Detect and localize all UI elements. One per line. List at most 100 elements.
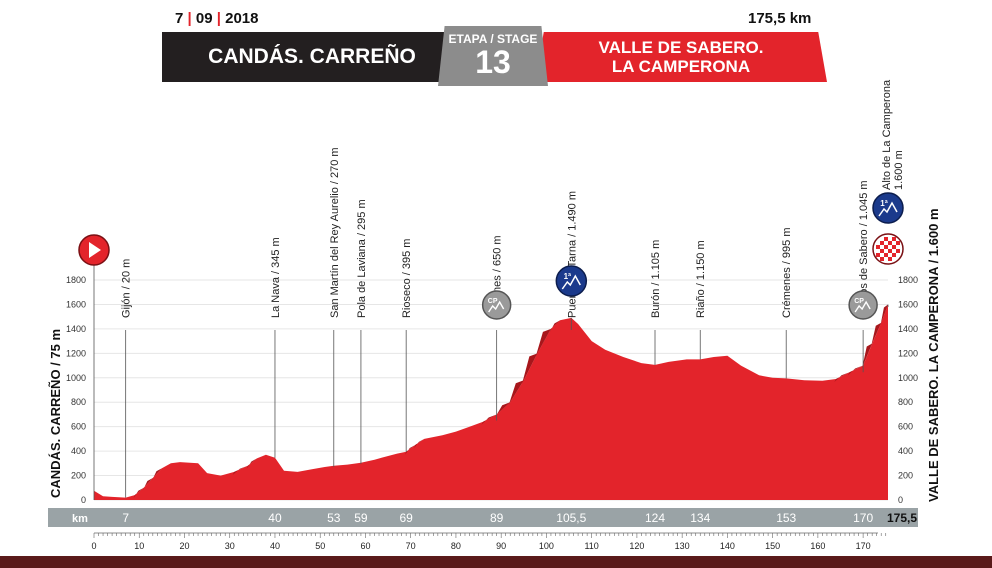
sprint-marker-circle — [848, 290, 878, 320]
checker-cell — [876, 253, 880, 257]
footer-bar — [0, 556, 992, 568]
km-bar-waypoint-km: 175,5 — [887, 511, 917, 525]
stage-number: 13 — [475, 44, 511, 80]
y-tick-label-right: 1200 — [898, 348, 918, 358]
y-tick-label-right: 1000 — [898, 373, 918, 383]
checker-cell — [876, 245, 880, 249]
play-icon — [89, 242, 101, 258]
km-bar-waypoint-km: 124 — [645, 511, 665, 525]
climb-category-text: 1ª — [564, 272, 571, 281]
climb-shading — [871, 322, 882, 347]
x-tick-label: 0 — [91, 541, 96, 551]
x-tick-label: 130 — [675, 541, 690, 551]
y-tick-label-left: 1800 — [66, 275, 86, 285]
climb-shading — [508, 380, 524, 406]
x-tick-label: 40 — [270, 541, 280, 551]
x-tick-label: 80 — [451, 541, 461, 551]
y-tick-label-left: 400 — [71, 446, 86, 456]
checker-cell — [880, 249, 884, 253]
checker-cell — [888, 241, 892, 245]
km-bar — [48, 508, 918, 527]
start-town: CANDÁS. CARREÑO — [208, 45, 416, 68]
x-tick-label: 120 — [629, 541, 644, 551]
x-tick-label: 20 — [179, 541, 189, 551]
climb-shading — [535, 328, 551, 357]
finish-flag-icon — [872, 233, 904, 265]
y-tick-label-left: 1000 — [66, 373, 86, 383]
climb-category-icon: 1ª — [872, 192, 904, 224]
y-tick-label-right: 800 — [898, 397, 913, 407]
waypoint-label: Rioseco / 395 m — [401, 239, 413, 318]
sprint-mountain-glyph — [854, 300, 871, 313]
climb-marker-circle — [872, 192, 904, 224]
checker-cell — [888, 249, 892, 253]
y-tick-label-right: 600 — [898, 422, 913, 432]
elevation-profile-area — [94, 304, 888, 500]
km-bar-waypoint-km: 105,5 — [556, 511, 586, 525]
finish-town-banner: VALLE DE SABERO. LA CAMPERONA — [535, 32, 827, 82]
stage-date: 7 | 09 | 2018 — [175, 10, 259, 27]
km-bar-waypoint-km: 170 — [853, 511, 873, 525]
km-bar-waypoint-km: 7 — [122, 511, 129, 525]
finish-town-line2: LA CAMPERONA — [611, 57, 751, 76]
x-tick-label: 150 — [765, 541, 780, 551]
climb-shading — [880, 304, 888, 326]
checker-cell — [884, 237, 888, 241]
climb-category-icon: 1ª — [555, 265, 588, 297]
x-tick-label: 90 — [496, 541, 506, 551]
km-bar-waypoint-km: 53 — [327, 511, 341, 525]
x-tick-label: 170 — [856, 541, 871, 551]
sprint-marker-text: CP — [854, 298, 864, 305]
sprint-marker-text: CP — [488, 298, 498, 305]
climb-category-text: 1ª — [880, 199, 887, 208]
climb-shading — [522, 353, 538, 384]
finish-elevation-label: VALLE DE SABERO. LA CAMPERONA / 1.600 m — [926, 208, 941, 502]
checker-cell — [892, 237, 896, 241]
x-tick-label: 30 — [225, 541, 235, 551]
start-elevation-label: CANDÁS. CARREÑO / 75 m — [48, 329, 63, 498]
y-tick-label-left: 1600 — [66, 299, 86, 309]
waypoint-label: Olleros de Sabero / 1.045 m — [858, 180, 870, 318]
x-tick-label: 160 — [810, 541, 825, 551]
y-tick-label-right: 0 — [898, 495, 903, 505]
start-town-banner: CANDÁS. CARREÑO — [162, 32, 452, 82]
checker-cell — [884, 245, 888, 249]
x-tick-label: 140 — [720, 541, 735, 551]
km-bar-waypoint-km: 40 — [268, 511, 282, 525]
x-tick-label: 50 — [315, 541, 325, 551]
stage-distance: 175,5 km — [748, 10, 812, 27]
y-tick-label-left: 800 — [71, 397, 86, 407]
y-tick-label-left: 1400 — [66, 324, 86, 334]
y-tick-label-left: 600 — [71, 422, 86, 432]
y-tick-label-left: 1200 — [66, 348, 86, 358]
y-tick-label-right: 1800 — [898, 275, 918, 285]
km-bar-waypoint-km: 153 — [776, 511, 796, 525]
sprint-marker-icon: CP — [481, 290, 512, 320]
y-tick-label-right: 200 — [898, 471, 913, 481]
y-tick-label-right: 1600 — [898, 299, 918, 309]
stage-number-badge: ETAPA / STAGE 13 — [438, 26, 548, 86]
checker-cell — [880, 257, 884, 261]
km-bar-waypoint-km: 89 — [490, 511, 504, 525]
y-tick-label-right: 400 — [898, 446, 913, 456]
climb-shading — [862, 343, 873, 369]
sprint-marker-icon: CP — [848, 290, 878, 320]
checker-cell — [880, 241, 884, 245]
y-tick-label-right: 1400 — [898, 324, 918, 334]
stage-label: ETAPA / STAGE — [448, 32, 538, 46]
km-bar-waypoint-km: 59 — [354, 511, 368, 525]
x-tick-label: 70 — [406, 541, 416, 551]
climb-marker-circle — [555, 265, 588, 297]
sprint-marker-circle — [481, 290, 512, 320]
checker-cell — [884, 253, 888, 257]
waypoint-label: Riaño / 1.150 m — [695, 240, 707, 318]
waypoint-label: Puerto de Tarna / 1.490 m — [566, 191, 578, 318]
waypoint-label: Pola de Laviana / 295 m — [356, 199, 368, 318]
climb-shading — [495, 402, 511, 418]
x-tick-label: 110 — [584, 541, 598, 551]
checker-cell — [896, 241, 900, 245]
sprint-mountain-glyph — [488, 300, 505, 313]
km-bar-waypoint-km: 134 — [690, 511, 710, 525]
